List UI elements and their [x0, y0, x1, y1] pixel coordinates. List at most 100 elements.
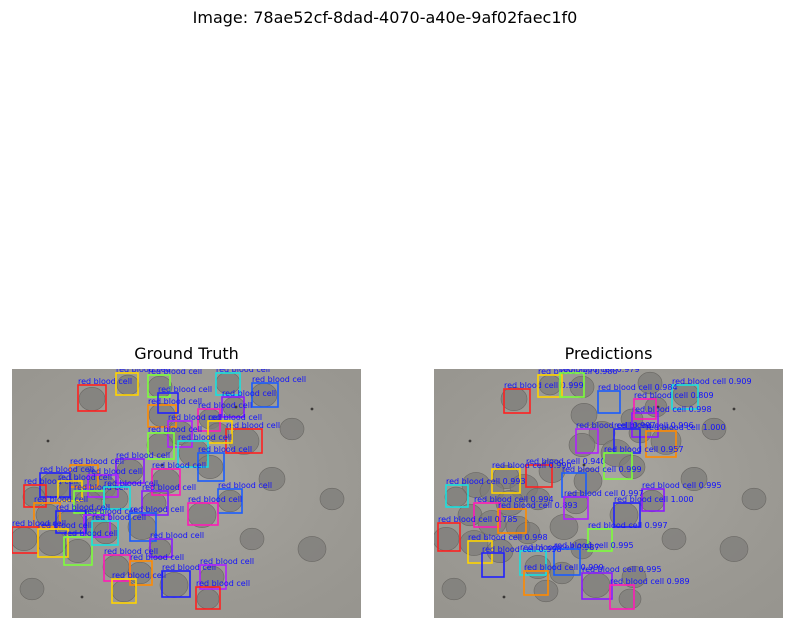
box-label: red blood cell: [104, 479, 158, 488]
box-label: red blood cell: [78, 377, 132, 386]
box-label: red blood cell: [116, 451, 170, 460]
box-label: red blood cell 0.997: [588, 521, 668, 530]
bounding-box: [609, 584, 635, 610]
box-label: red blood cell: [88, 467, 142, 476]
blood-cell: [196, 588, 220, 610]
bounding-box: [559, 372, 585, 398]
bounding-box: [111, 578, 137, 604]
box-label: red blood cell: [148, 397, 202, 406]
blood-cell: [570, 402, 598, 427]
blood-cell: [64, 539, 92, 564]
box-label: red blood cell: [40, 465, 94, 474]
box-label: red blood cell: [74, 483, 128, 492]
bounding-box: [603, 452, 633, 480]
box-label: red blood cell 0.987: [520, 543, 600, 552]
debris-speck: [502, 595, 506, 599]
bounding-box: [167, 420, 193, 448]
bounding-box: [525, 464, 553, 488]
box-label: red blood cell 0.893: [498, 501, 578, 510]
predictions-panel: red blood cell 0.999 red blood cell 0.988…: [434, 369, 783, 618]
debris-speck: [234, 405, 238, 409]
bounding-box: [575, 428, 599, 454]
box-label: red blood cell: [150, 531, 204, 540]
blood-cell: [719, 536, 749, 562]
box-label: red blood cell: [222, 389, 276, 398]
box-label: red blood cell: [198, 401, 252, 410]
bounding-box: [103, 486, 131, 510]
blood-cell: [672, 383, 700, 407]
bounding-box: [641, 488, 665, 512]
bounding-box: [197, 452, 225, 482]
box-label: red blood cell 0.984: [598, 383, 678, 392]
box-label: red blood cell: [168, 413, 222, 422]
bounding-box: [537, 374, 563, 398]
box-label: red blood cell 0.909: [672, 377, 752, 386]
box-label: red blood cell: [158, 385, 212, 394]
box-label: red blood cell 1.000: [614, 495, 694, 504]
box-label: red blood cell 0.997: [564, 489, 644, 498]
box-label: red blood cell 0.995: [554, 541, 634, 550]
bounding-box: [581, 572, 613, 600]
blood-cell: [581, 572, 611, 598]
ground-truth-title: Ground Truth: [134, 344, 239, 363]
box-label: red blood cell 0.994: [474, 495, 554, 504]
box-label: red blood cell: [58, 473, 112, 482]
blood-cell: [477, 510, 507, 536]
bounding-box: [481, 552, 505, 578]
box-label: red blood cell: [178, 433, 232, 442]
box-label: red blood cell: [130, 505, 184, 514]
blood-cell: [111, 579, 137, 603]
bounding-box: [473, 502, 501, 528]
blood-cell: [12, 527, 38, 551]
bounding-box: [149, 538, 173, 558]
bounding-box: [63, 536, 93, 566]
debris-speck: [160, 463, 164, 467]
bounding-box: [129, 512, 157, 542]
bounding-box: [129, 560, 153, 586]
bounding-box: [115, 372, 139, 396]
blood-cell: [239, 527, 265, 551]
box-label: red blood cell 0.990: [492, 461, 572, 470]
bounding-box: [225, 428, 263, 454]
box-label: red blood cell: [84, 507, 138, 516]
bounding-box: [221, 396, 245, 418]
bounding-box: [597, 390, 621, 414]
bounding-box: [23, 484, 47, 508]
debris-speck: [80, 595, 84, 599]
blood-cell: [441, 577, 467, 601]
box-label: red blood cell: [92, 513, 146, 522]
figure-title: Image: 78ae52cf-8dad-4070-a40e-9af02faec…: [192, 8, 578, 27]
blood-cell: [680, 467, 708, 492]
debris-speck: [46, 439, 50, 443]
blood-cell: [741, 487, 767, 511]
blood-cell: [279, 417, 305, 441]
bounding-box: [645, 430, 677, 458]
box-label: red blood cell: [216, 369, 270, 374]
bounding-box: [215, 372, 241, 396]
box-label: red blood cell: [104, 547, 158, 556]
bounding-box: [157, 392, 179, 414]
bounding-box: [187, 502, 219, 526]
blood-cell: [19, 577, 45, 601]
box-label: red blood cell: [198, 445, 252, 454]
blood-cell: [187, 502, 217, 528]
blood-cell: [444, 486, 468, 508]
bounding-box: [151, 468, 181, 496]
bounding-box: [147, 432, 175, 460]
bounding-box: [115, 458, 145, 484]
debris-speck: [310, 407, 314, 411]
bounding-box: [217, 488, 243, 514]
blood-cell: [78, 386, 106, 411]
box-label: red blood cell 0.998: [482, 545, 562, 554]
bounding-box: [503, 388, 531, 414]
bounding-box: [147, 404, 177, 428]
box-label: red blood cell: [12, 519, 66, 528]
box-label: red blood cell: [34, 495, 88, 504]
bounding-box: [563, 496, 589, 520]
bounding-box: [445, 484, 469, 508]
box-label: red blood cell: [200, 557, 254, 566]
box-label: red blood cell 0.957: [604, 445, 684, 454]
blood-cell: [319, 487, 345, 511]
bounding-box: [147, 374, 171, 398]
